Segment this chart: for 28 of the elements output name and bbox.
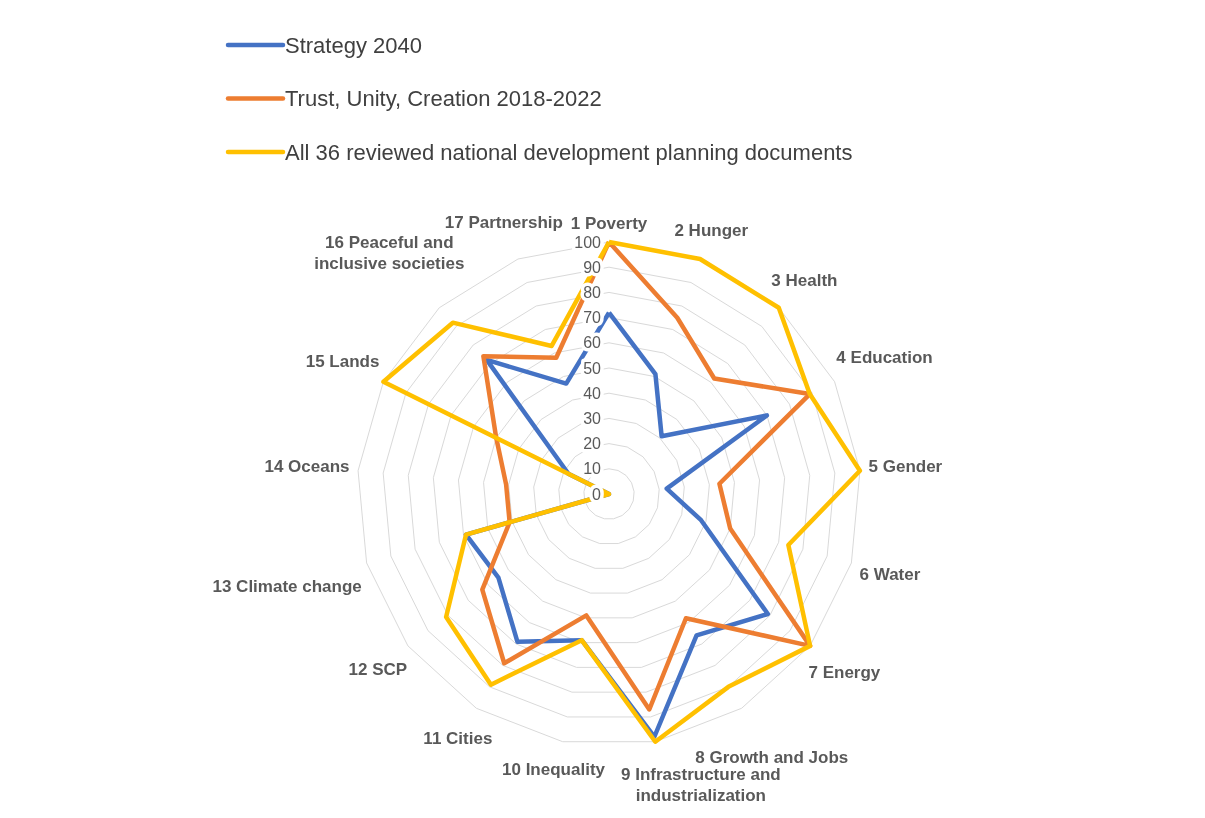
spoke-label: 13 Climate change	[212, 576, 362, 596]
spoke-label: 12 SCP	[348, 659, 408, 679]
legend-label: All 36 reviewed national development planning documents	[285, 139, 853, 165]
legend-label: Trust, Unity, Creation 2018-2022	[285, 86, 602, 112]
y-tick-label: 10	[583, 460, 602, 478]
spoke-label: 15 Lands	[305, 352, 380, 372]
spoke-label: 17 Partnership	[444, 213, 563, 233]
legend-label: Strategy 2040	[285, 32, 422, 58]
spoke-label: 10 Inequality	[502, 759, 606, 779]
spoke-label: 11 Cities	[423, 729, 493, 749]
spoke-label: 1 Poverty	[570, 214, 648, 234]
y-tick-label: 0	[592, 485, 602, 503]
spoke-label: 5 Gender	[868, 457, 943, 477]
y-tick-label: 40	[583, 384, 602, 402]
spoke-label: 3 Health	[771, 270, 838, 290]
spoke-label: 6 Water	[859, 564, 921, 584]
spoke-label: 8 Growth and Jobs	[695, 747, 849, 767]
spoke-label: 2 Hunger	[674, 220, 749, 240]
spoke-label: 7 Energy	[808, 662, 881, 682]
y-tick-label: 100	[574, 233, 602, 251]
spoke-label: 4 Education	[836, 347, 933, 367]
y-tick-label: 50	[583, 359, 602, 377]
spoke-label: 14 Oceans	[264, 456, 350, 476]
y-tick-label: 70	[583, 309, 602, 327]
y-tick-label: 30	[583, 410, 602, 427]
spoke-label: 16 Peaceful and inclusive societies	[314, 233, 465, 274]
y-tick-label: 20	[583, 435, 602, 453]
spoke-label: 9 Infrastructure and industrialization	[621, 764, 781, 805]
